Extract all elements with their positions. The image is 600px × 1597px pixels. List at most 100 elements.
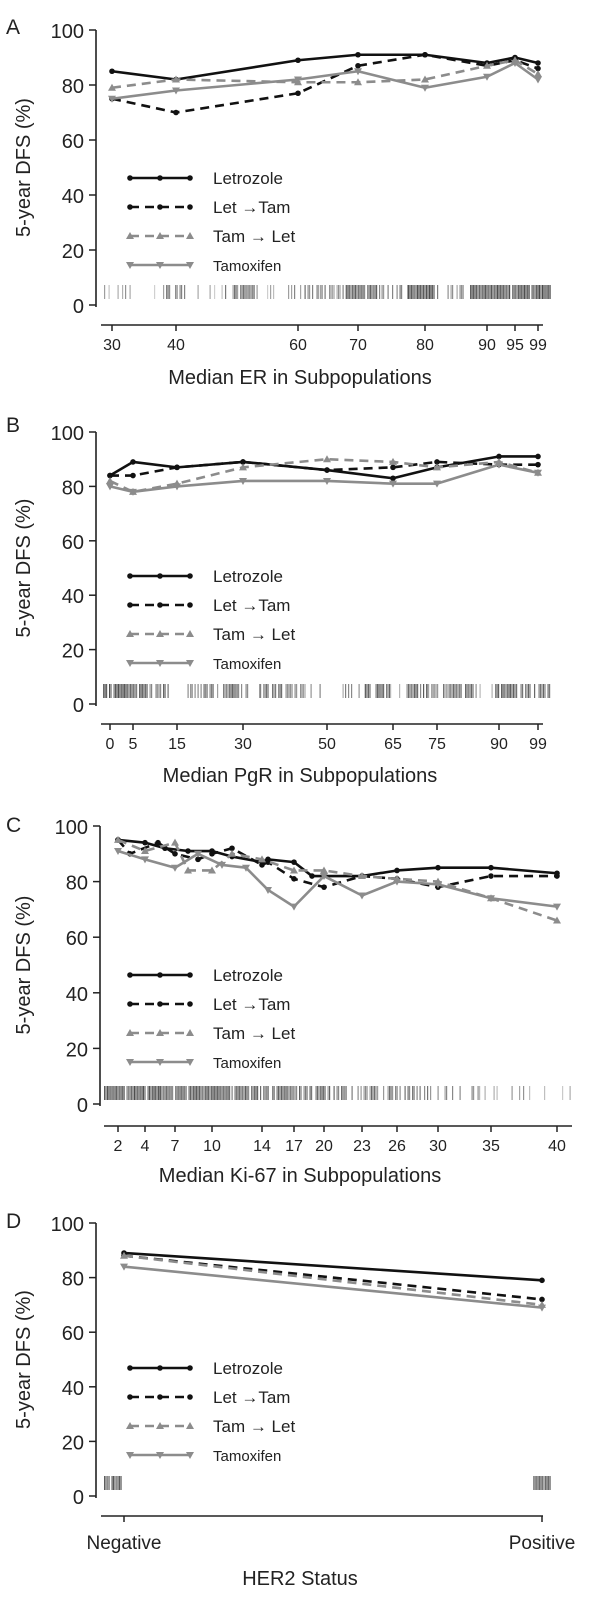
rug-tick — [132, 1086, 134, 1100]
panel-letter: A — [6, 16, 20, 39]
rug-tick — [408, 684, 410, 698]
rug-tick — [516, 684, 518, 698]
legend-entry: Let →Tam — [213, 1388, 290, 1407]
rug-tick — [237, 285, 239, 299]
rug-tick — [510, 684, 512, 698]
legend-entry: Tam → Let — [213, 1417, 295, 1436]
rug-tick — [291, 684, 293, 698]
rug-tick — [376, 285, 378, 299]
rug-tick — [380, 684, 382, 698]
rug-tick — [549, 1476, 551, 1490]
panel-d: D 0 20 40 60 80 100 5-year DFS (%) Negative Posit… — [6, 1210, 575, 1590]
rug-tick — [504, 285, 506, 299]
rug-tick — [236, 1086, 238, 1100]
rug-tick — [106, 684, 108, 698]
data-point — [265, 859, 271, 865]
rug-tick — [342, 684, 344, 698]
rug-tick — [129, 285, 131, 299]
rug-tick — [429, 285, 431, 299]
rug-tick — [121, 684, 123, 698]
rug-tick — [407, 1086, 409, 1100]
data-point — [120, 1251, 128, 1259]
data-point — [487, 895, 495, 903]
rug-tick — [369, 1086, 371, 1100]
legend-swatch-marker — [186, 1059, 194, 1066]
rug-tick — [231, 1086, 233, 1100]
rug-tick — [256, 285, 258, 299]
rug-tick — [332, 285, 334, 299]
rug-tick — [395, 1086, 397, 1100]
rug-tick — [538, 684, 540, 698]
y-tick-label: 20 — [62, 641, 84, 663]
legend-swatch-marker — [127, 972, 133, 978]
legend-swatch-marker — [127, 1365, 133, 1371]
rug-tick — [352, 285, 354, 299]
rug-tick — [307, 285, 309, 299]
legend-swatch-marker — [126, 1422, 134, 1429]
y-tick-label: 40 — [62, 1378, 84, 1400]
rug-tick — [263, 684, 265, 698]
rug-tick — [437, 684, 439, 698]
rug-tick — [203, 684, 205, 698]
rug-tick — [446, 1086, 448, 1100]
series-tam — [120, 1263, 546, 1312]
rug-tick — [104, 1476, 106, 1490]
rug-tick — [333, 1086, 335, 1100]
rug-tick — [126, 1086, 128, 1100]
rug-tick — [543, 1476, 545, 1490]
rug-tick — [111, 1086, 113, 1100]
rug-tick — [427, 285, 429, 299]
data-point — [295, 90, 301, 97]
rug-tick — [543, 684, 545, 698]
rug-tick — [146, 684, 148, 698]
rug-tick — [417, 684, 419, 698]
rug-tick — [181, 285, 183, 299]
rug-tick — [304, 684, 306, 698]
rug-tick — [120, 1086, 122, 1100]
legend-swatch-marker — [127, 204, 133, 210]
rug-tick — [215, 1086, 217, 1100]
rug-tick — [542, 1476, 544, 1490]
rug-tick — [113, 684, 115, 698]
data-point — [495, 461, 503, 469]
rug-tick — [305, 1086, 307, 1100]
rug-tick — [245, 684, 247, 698]
legend-swatch-marker — [157, 1365, 163, 1371]
rug-tick — [430, 285, 432, 299]
rug-tick — [149, 684, 151, 698]
x-tick-label: 30 — [103, 337, 121, 354]
data-point — [171, 838, 179, 846]
legend-entry: Tamoxifen — [213, 258, 281, 275]
rug-tick — [191, 684, 193, 698]
rug-tick — [361, 285, 363, 299]
x-tick-label: 99 — [529, 337, 547, 354]
rug-tick — [267, 1086, 269, 1100]
rug-tick — [483, 285, 485, 299]
rug-tick — [226, 684, 228, 698]
data-point — [534, 70, 542, 77]
legend-entry: Tam → Let — [213, 625, 295, 644]
rug-tick — [430, 1086, 432, 1100]
data-point — [496, 453, 502, 460]
rug-tick — [342, 1086, 344, 1100]
rug-tick — [208, 1086, 210, 1100]
series-tam — [114, 848, 561, 911]
rug-tick — [117, 1086, 119, 1100]
rug-tick — [205, 684, 207, 698]
legend-swatch-marker — [126, 232, 134, 239]
rug-tick — [373, 285, 375, 299]
rug-tick — [411, 285, 413, 299]
rug-tick — [316, 285, 318, 299]
rug-tick — [412, 285, 414, 299]
rug-tick — [250, 285, 252, 299]
rug-tick — [303, 684, 305, 698]
legend-swatch-marker — [186, 262, 194, 269]
rug-tick — [511, 684, 513, 698]
series-line — [123, 1254, 543, 1301]
rug-tick — [108, 1086, 110, 1100]
legend-swatch-marker — [187, 602, 193, 608]
rug-tick — [471, 285, 473, 299]
rug-tick — [500, 285, 502, 299]
rug-tick — [414, 285, 416, 299]
